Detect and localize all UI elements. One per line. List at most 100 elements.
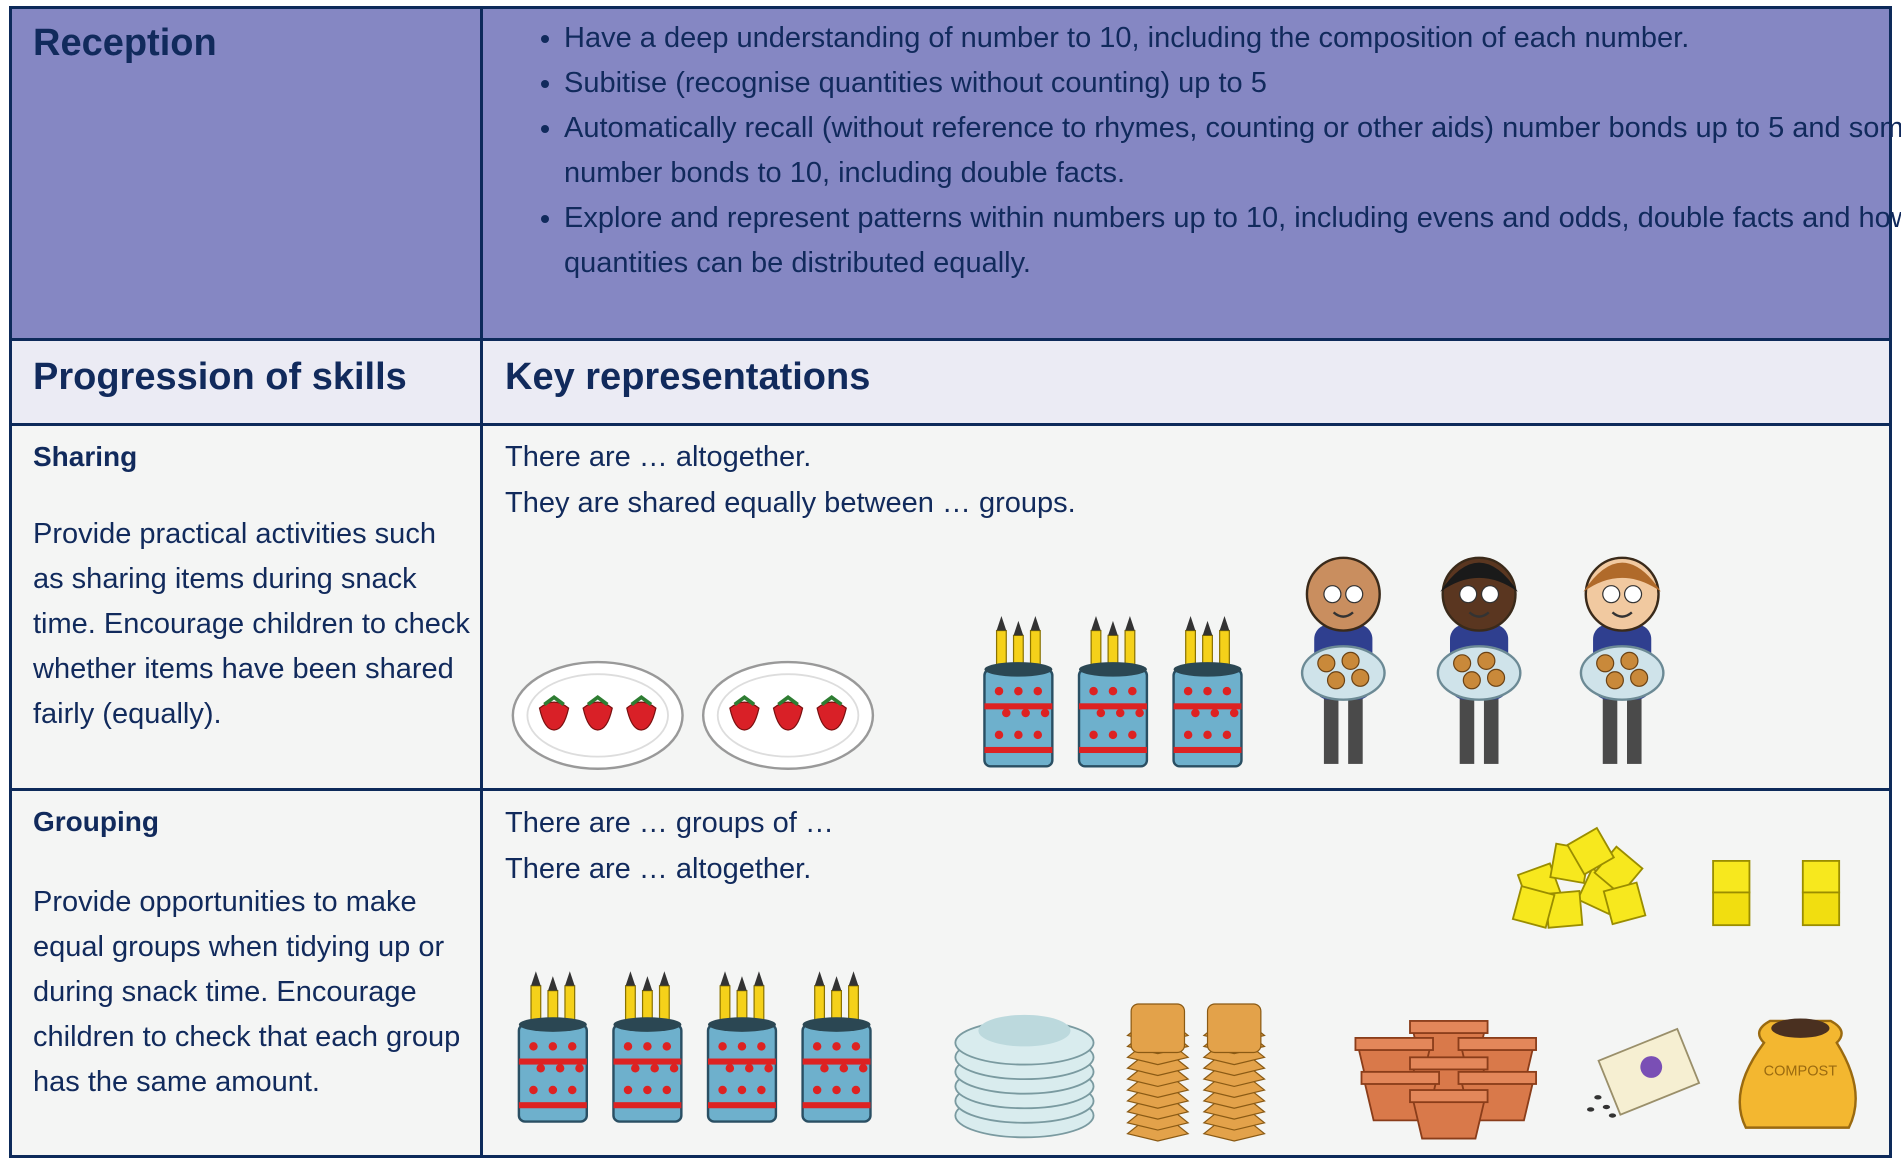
dot xyxy=(529,1042,538,1051)
dot xyxy=(650,1063,659,1073)
seed xyxy=(1602,1104,1611,1110)
leg xyxy=(1602,697,1618,764)
pencil-tip xyxy=(1091,616,1101,631)
dot xyxy=(820,1063,829,1073)
pot-rim xyxy=(1173,662,1242,677)
header-right-cell xyxy=(480,6,1892,341)
plate-rim xyxy=(526,673,669,758)
pencil-tip xyxy=(642,976,653,991)
stripe xyxy=(1173,746,1242,754)
cube xyxy=(1566,826,1616,876)
dot xyxy=(1183,686,1193,696)
dot xyxy=(764,1063,773,1073)
dot xyxy=(737,1042,747,1051)
eye xyxy=(1345,585,1364,604)
cube xyxy=(1511,885,1556,929)
strawberry xyxy=(729,701,760,731)
header-left-cell xyxy=(9,6,483,341)
pencil-tip xyxy=(720,971,730,986)
pencil-tip xyxy=(1013,620,1024,636)
mouth xyxy=(1468,611,1490,618)
dot xyxy=(1002,708,1011,718)
dot xyxy=(662,1085,672,1095)
dot xyxy=(1108,686,1118,696)
plant-pot-rim xyxy=(1457,1037,1537,1051)
bag-label: COMPOST xyxy=(1764,1063,1838,1079)
plant-pot-rim xyxy=(1409,1089,1489,1104)
dot xyxy=(839,1063,849,1073)
strawberry xyxy=(626,701,657,731)
cookie xyxy=(1462,671,1481,690)
column-heading: Progression of skills xyxy=(33,356,407,398)
stripe xyxy=(518,1058,587,1065)
dot xyxy=(631,1063,640,1073)
dot xyxy=(669,1063,679,1073)
dot xyxy=(757,1085,766,1095)
leaf xyxy=(543,694,565,706)
dot xyxy=(643,1085,652,1095)
soil xyxy=(1771,1018,1830,1038)
leaf xyxy=(630,694,653,706)
eye xyxy=(1480,585,1500,604)
dot xyxy=(567,1085,577,1095)
seed xyxy=(1586,1107,1595,1112)
dot xyxy=(1096,708,1106,718)
dot xyxy=(1210,708,1220,718)
dot xyxy=(851,1085,861,1095)
stripe xyxy=(708,1058,776,1065)
cookie xyxy=(1341,651,1360,670)
dot xyxy=(1033,730,1043,740)
dot xyxy=(623,1042,633,1051)
dot xyxy=(548,1042,558,1051)
dot xyxy=(737,1085,747,1095)
pot-rim xyxy=(1079,662,1147,677)
dot xyxy=(1014,686,1023,696)
stripe xyxy=(1173,703,1242,710)
leg xyxy=(1323,697,1339,764)
dot xyxy=(718,1085,727,1095)
cookie xyxy=(1351,668,1370,687)
leaf xyxy=(733,694,756,706)
dot xyxy=(662,1042,672,1051)
dot xyxy=(623,1085,633,1095)
pencil-tip xyxy=(1202,620,1213,636)
cube xyxy=(1801,891,1841,927)
cookie xyxy=(1453,654,1472,673)
dot xyxy=(643,1042,652,1051)
pencil-tip xyxy=(531,971,541,986)
dot xyxy=(1183,730,1193,740)
dot xyxy=(1021,708,1030,718)
cookie xyxy=(1596,654,1615,673)
stripe xyxy=(708,1102,776,1109)
pot-rim xyxy=(518,1017,587,1032)
tray xyxy=(1436,645,1522,701)
stripe xyxy=(1079,703,1147,710)
dot xyxy=(567,1042,577,1051)
dot xyxy=(858,1063,868,1073)
plant-pot-rim xyxy=(1354,1037,1434,1051)
dot xyxy=(1014,730,1023,740)
stripe xyxy=(802,1102,871,1109)
header-title: Reception xyxy=(33,22,217,64)
dot xyxy=(851,1042,861,1051)
tray xyxy=(1300,645,1386,701)
dot xyxy=(725,1063,735,1073)
strawberry xyxy=(816,701,847,731)
dot xyxy=(1222,730,1232,740)
pencil-tip xyxy=(814,971,825,986)
cracker-top xyxy=(1206,1003,1262,1054)
plant-pot xyxy=(1411,1096,1487,1140)
hair xyxy=(1583,562,1661,592)
dot xyxy=(548,1085,558,1095)
prompt: There are … altogether. xyxy=(505,853,812,885)
pot-rim xyxy=(613,1017,682,1032)
pencil-tip xyxy=(1125,616,1135,631)
stripe xyxy=(1079,746,1147,754)
pot-rim xyxy=(984,662,1053,677)
dot xyxy=(1128,730,1137,740)
row-description: Provide opportunities to make equal grou… xyxy=(33,886,461,1098)
stripe xyxy=(984,703,1053,710)
leaf xyxy=(586,694,609,706)
dot xyxy=(555,1063,565,1073)
compost-bag xyxy=(1738,1019,1857,1129)
